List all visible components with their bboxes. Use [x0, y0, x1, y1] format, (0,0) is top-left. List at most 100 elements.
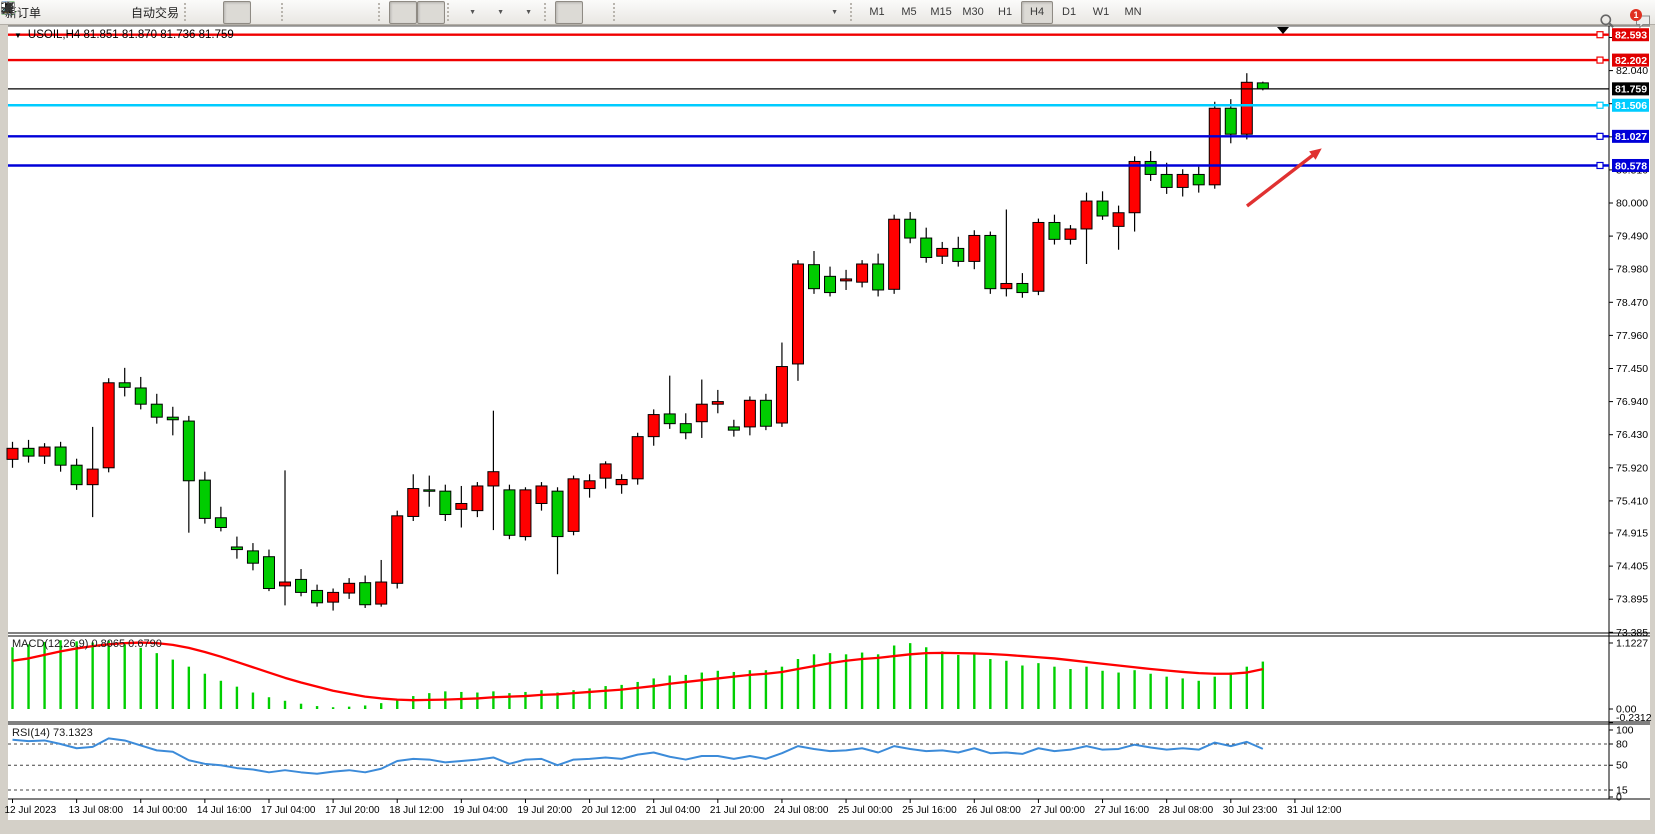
tf-m5-button[interactable]: M5 [893, 1, 925, 24]
toolbar-separator [281, 3, 288, 21]
hline-handle-81.027[interactable] [1596, 132, 1604, 140]
signals-button[interactable] [2, 1, 128, 24]
time-axis-label: 14 Jul 00:00 [133, 805, 188, 816]
symbol-dropdown-icon[interactable]: ▼ [14, 30, 22, 40]
macd-signal-line [12, 641, 1264, 702]
candle-body [615, 478, 628, 486]
tf-m1-button[interactable]: M1 [861, 1, 893, 24]
horizontal-line-button[interactable] [1, 1, 680, 24]
price-tag-82.202 [1612, 53, 1649, 67]
tf-d1-button[interactable]: D1 [1053, 1, 1085, 24]
price-tick-label: 77.960 [1616, 330, 1648, 342]
tf-mn-button[interactable]: MN [1117, 1, 1149, 24]
trendline-button[interactable] [2, 1, 708, 24]
auto-scroll-button[interactable] [1, 0, 418, 24]
candle-body [727, 426, 740, 431]
rsi-indicator-label: RSI(14) 73.1323 [12, 727, 93, 739]
equidistant-channel-button[interactable]: E [1, 1, 736, 24]
symbol-title-text: USOIL,H4 81.851 81.870 81.736 81.759 [27, 29, 234, 41]
text-label-button[interactable]: T [1, 1, 820, 24]
search-icon [1600, 13, 1614, 28]
macd-histogram [11, 640, 1265, 709]
price-tag-80.578 [1612, 158, 1649, 172]
candle-body [1080, 200, 1093, 230]
time-axis-label: 31 Jul 12:00 [1287, 805, 1342, 816]
bar-chart-button[interactable] [1, 1, 223, 24]
candle-body [471, 485, 484, 512]
candle-body [70, 464, 83, 486]
tf-h4-button-label: H4 [1030, 6, 1045, 18]
arrows-button[interactable]: ▼ [2, 1, 848, 24]
toolbar-separator [613, 3, 620, 21]
candle-body [888, 218, 901, 290]
price-tick-label: 78.470 [1616, 297, 1648, 309]
rsi-tick-label: 80 [1616, 739, 1628, 751]
tile-windows-button[interactable] [1, 1, 376, 24]
price-tick-label: 75.920 [1616, 462, 1648, 474]
rsi-tick-label: 50 [1616, 760, 1628, 772]
price-tick-label: 79.490 [1616, 231, 1648, 243]
time-axis-label: 14 Jul 16:00 [197, 805, 252, 816]
candlestick-chart-button[interactable] [2, 0, 252, 24]
candle-body [6, 447, 19, 460]
arrows-icon [2, 3, 13, 14]
annotation-arrow[interactable] [1245, 150, 1319, 208]
candle-body [920, 237, 933, 259]
tf-m30-button[interactable]: M30 [957, 1, 989, 24]
zoom-out-button[interactable] [1, 1, 348, 24]
tf-h4-button[interactable]: H4 [1021, 0, 1054, 24]
time-axis-label: 18 Jul 12:00 [389, 805, 444, 816]
candle-body [1128, 160, 1141, 214]
candle-body [118, 382, 131, 388]
chart-shift-button[interactable] [1, 0, 446, 24]
price-tag-label-81.027: 81.027 [1615, 131, 1647, 143]
search-button[interactable] [1585, 1, 1614, 28]
terminal-button[interactable] [1, 1, 100, 24]
candle-body [567, 478, 580, 532]
templates-button[interactable]: ▼ [1, 1, 542, 24]
hline-handle-82.202[interactable] [1596, 56, 1604, 64]
vertical-line-button[interactable] [7, 1, 652, 24]
zoom-in-button[interactable] [1, 1, 320, 24]
candle-body [1208, 107, 1221, 186]
time-axis-label: 19 Jul 04:00 [453, 805, 508, 816]
candle-body [22, 447, 35, 457]
hline-handle-82.593[interactable] [1596, 31, 1604, 39]
toolbar-separator [378, 3, 385, 21]
candle-body [808, 264, 820, 290]
time-axis-label: 12 Jul 2023 [5, 805, 57, 816]
text-button[interactable]: A [4, 1, 792, 24]
line-chart-button[interactable] [0, 1, 279, 24]
auto-trading-button[interactable]: 自动交易 [1, 1, 182, 24]
indicators-button[interactable]: ▼ [1, 1, 486, 24]
candle-body [872, 263, 885, 291]
notifications-button[interactable]: 1 [1621, 1, 1650, 29]
auto-trading-button-label: 自动交易 [131, 5, 180, 20]
hline-handle-81.506[interactable] [1596, 101, 1604, 109]
cursor-button[interactable] [5, 0, 584, 24]
candle-body [647, 414, 660, 438]
candle-body [1160, 173, 1173, 188]
candle-body [1176, 173, 1189, 188]
candle-body [311, 589, 324, 604]
tf-w1-button[interactable]: W1 [1085, 1, 1117, 24]
hline-handle-80.578[interactable] [1596, 161, 1604, 170]
time-axis-label: 13 Jul 08:00 [69, 805, 124, 816]
tf-h1-button[interactable]: H1 [989, 1, 1021, 24]
candle-body [295, 578, 308, 593]
toolbar-separator [447, 3, 454, 21]
candle-body [150, 403, 163, 418]
crosshair-button[interactable] [1, 1, 611, 24]
tf-m15-button[interactable]: M15 [925, 1, 957, 24]
fibonacci-button[interactable]: F [1, 1, 764, 24]
candle-body [391, 515, 404, 584]
periods-button[interactable]: ▼ [1, 1, 514, 24]
tf-d1-button-label: D1 [1062, 6, 1077, 18]
time-axis-label: 25 Jul 00:00 [838, 805, 893, 816]
toolbar-right: 1 [1585, 0, 1650, 29]
market-watch-button[interactable] [1, 1, 72, 24]
time-axis-label: 27 Jul 00:00 [1030, 805, 1085, 816]
candle-body [1032, 221, 1045, 292]
price-tag-82.593 [1612, 28, 1649, 42]
